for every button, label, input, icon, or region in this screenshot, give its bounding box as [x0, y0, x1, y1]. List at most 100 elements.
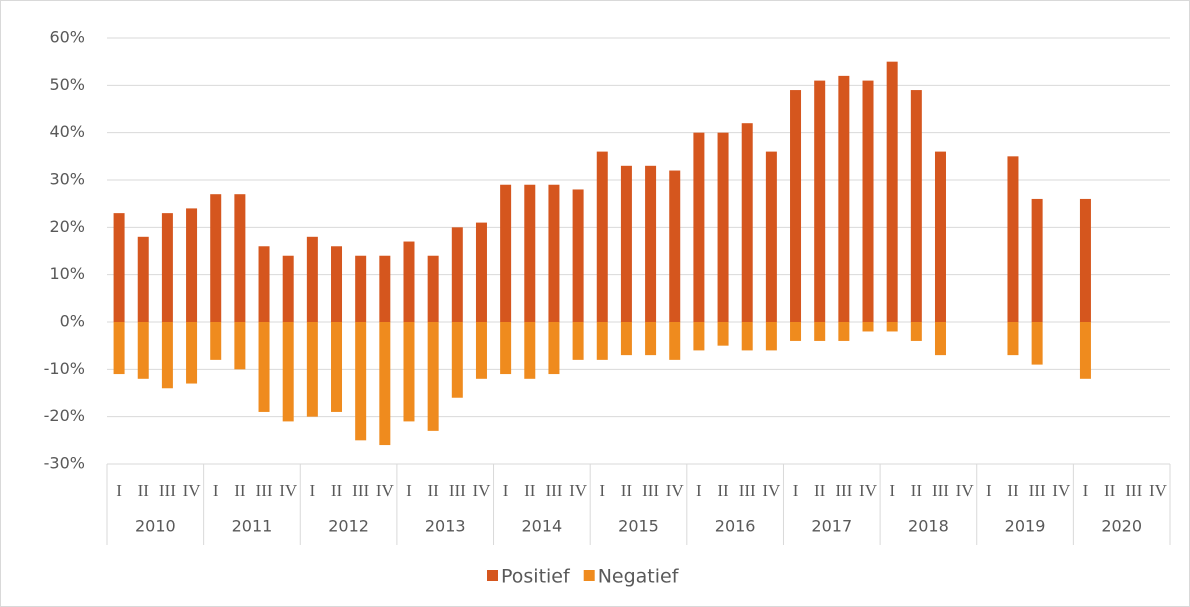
bar — [210, 322, 222, 360]
x-tick-label: I — [696, 481, 702, 500]
x-tick-label: IV — [859, 481, 878, 500]
x-tick-label: II — [138, 481, 150, 500]
legend-swatch — [583, 570, 595, 581]
bar — [427, 322, 439, 431]
group-label: 2019 — [1005, 517, 1046, 536]
x-tick-label: III — [1125, 481, 1142, 500]
x-tick-label: II — [911, 481, 923, 500]
x-tick-label: II — [1007, 481, 1019, 500]
x-tick-label: II — [814, 481, 826, 500]
bar — [113, 213, 125, 322]
bar — [1031, 322, 1043, 365]
bar — [910, 322, 922, 341]
x-tick-label: III — [256, 481, 273, 500]
x-tick-label: I — [116, 481, 122, 500]
bar — [645, 322, 657, 356]
x-tick-label: III — [1029, 481, 1046, 500]
y-tick-label: -30% — [44, 454, 85, 473]
x-tick-label: I — [986, 481, 992, 500]
bar — [814, 322, 826, 341]
bar — [331, 322, 343, 412]
bar — [548, 184, 560, 322]
group-label: 2018 — [908, 517, 949, 536]
x-tick-label: IV — [472, 481, 491, 500]
bar — [113, 322, 125, 375]
y-tick-label: 40% — [49, 122, 85, 141]
bar — [862, 322, 874, 332]
x-tick-label: II — [717, 481, 729, 500]
bar — [741, 322, 753, 351]
bar — [475, 322, 487, 379]
bar — [862, 80, 874, 322]
bar — [620, 322, 632, 356]
bar — [1007, 322, 1019, 356]
group-label: 2012 — [328, 517, 369, 536]
bar — [838, 322, 850, 341]
x-tick-label: I — [406, 481, 412, 500]
bar — [137, 322, 149, 379]
x-tick-label: II — [234, 481, 246, 500]
legend-label: Positief — [501, 566, 571, 588]
group-label: 2011 — [232, 517, 273, 536]
bar — [451, 227, 463, 322]
bar — [693, 322, 705, 351]
y-tick-label: -10% — [44, 359, 85, 378]
x-tick-label: II — [524, 481, 536, 500]
bar — [403, 322, 415, 422]
group-label: 2010 — [135, 517, 176, 536]
x-tick-label: III — [835, 481, 852, 500]
bar — [451, 322, 463, 398]
bar — [500, 184, 512, 322]
x-tick-label: IV — [569, 481, 588, 500]
bar — [838, 75, 850, 322]
x-tick-label: III — [449, 481, 466, 500]
y-tick-label: 60% — [49, 28, 85, 47]
bar — [379, 255, 391, 322]
x-tick-label: II — [427, 481, 439, 500]
bar — [186, 322, 198, 384]
bar — [572, 322, 584, 360]
x-tick-label: III — [159, 481, 176, 500]
bar — [596, 151, 608, 322]
bar — [306, 322, 318, 417]
bar — [379, 322, 391, 446]
bar — [306, 236, 318, 322]
bar — [1079, 322, 1091, 379]
bar — [765, 322, 777, 351]
x-tick-label: II — [331, 481, 343, 500]
bar — [910, 90, 922, 322]
legend-label: Negatief — [598, 566, 680, 588]
x-tick-label: III — [932, 481, 949, 500]
bar — [572, 189, 584, 322]
x-tick-label: I — [1083, 481, 1089, 500]
bar — [475, 222, 487, 322]
bar — [765, 151, 777, 322]
x-tick-label: III — [545, 481, 562, 500]
x-tick-label: IV — [666, 481, 685, 500]
bar — [500, 322, 512, 375]
bar — [282, 255, 294, 322]
y-tick-label: 20% — [49, 217, 85, 236]
x-tick-label: IV — [279, 481, 298, 500]
y-tick-label: 10% — [49, 264, 85, 283]
x-tick-label: II — [621, 481, 633, 500]
group-label: 2016 — [715, 517, 756, 536]
bar — [886, 322, 898, 332]
bar — [524, 184, 536, 322]
bar — [258, 322, 270, 412]
group-label: 2013 — [425, 517, 466, 536]
y-tick-label: 50% — [49, 75, 85, 94]
bar — [427, 255, 439, 322]
x-tick-label: III — [642, 481, 659, 500]
y-tick-label: -20% — [44, 406, 85, 425]
x-tick-label: IV — [376, 481, 395, 500]
group-label: 2017 — [811, 517, 852, 536]
x-tick-label: III — [739, 481, 756, 500]
bar — [1031, 198, 1043, 322]
x-tick-label: I — [503, 481, 509, 500]
bar — [137, 236, 149, 322]
x-tick-label: I — [310, 481, 316, 500]
x-tick-label: I — [889, 481, 895, 500]
